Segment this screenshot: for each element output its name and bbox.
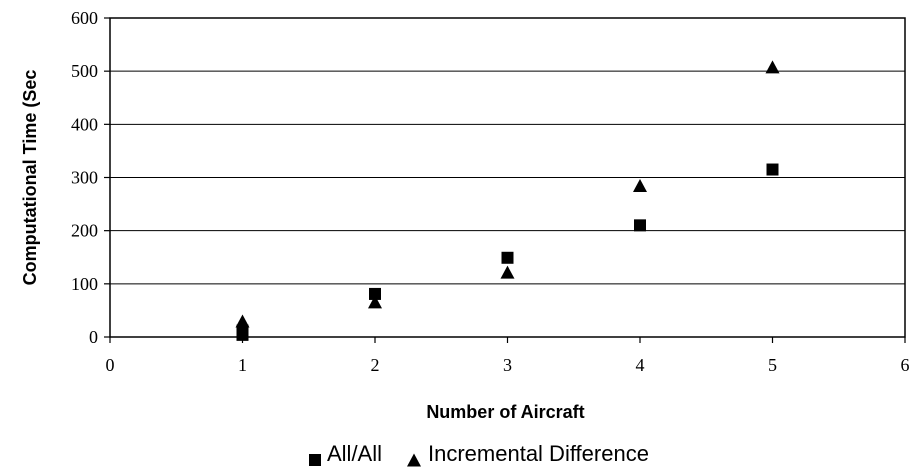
triangle-data-point: [235, 314, 250, 328]
x-tick-label: 0: [106, 355, 115, 375]
triangle-data-point: [633, 178, 647, 192]
y-tick-label: 400: [71, 114, 98, 134]
y-tick-label: 300: [71, 168, 98, 188]
square-data-point: [634, 219, 646, 232]
x-tick-label: 5: [768, 355, 777, 375]
y-tick-label: 600: [71, 8, 98, 28]
triangle-data-point: [500, 265, 515, 279]
data-points: [235, 60, 780, 341]
legend-triangle-marker: [407, 453, 421, 467]
square-data-point: [766, 163, 779, 176]
legend-square-marker: [309, 454, 321, 466]
y-tick-label: 100: [71, 274, 98, 294]
x-tick-label: 1: [238, 355, 247, 375]
square-data-point: [501, 251, 514, 264]
x-axis-ticks: 0 1 2 3 4 5 6: [106, 337, 910, 375]
x-axis-title: Number of Aircraft: [426, 402, 584, 422]
x-tick-label: 2: [371, 355, 380, 375]
legend-label: All/All: [327, 441, 382, 466]
legend: All/All Incremental Difference: [309, 441, 649, 467]
x-tick-label: 6: [901, 355, 910, 375]
triangle-data-point: [368, 295, 382, 309]
square-data-point: [369, 287, 381, 300]
legend-label: Incremental Difference: [428, 441, 649, 466]
square-data-point: [236, 324, 249, 337]
y-tick-label: 500: [71, 61, 98, 81]
y-axis-ticks: 0 100 200 300 400 500 600: [71, 8, 110, 347]
y-tick-label: 200: [71, 221, 98, 241]
y-tick-label: 0: [89, 327, 98, 347]
x-tick-label: 3: [503, 355, 512, 375]
gridlines: [110, 70, 905, 285]
x-tick-label: 4: [636, 355, 645, 375]
y-axis-title: Computational Time (Sec: [20, 70, 40, 286]
triangle-data-point: [765, 60, 780, 74]
